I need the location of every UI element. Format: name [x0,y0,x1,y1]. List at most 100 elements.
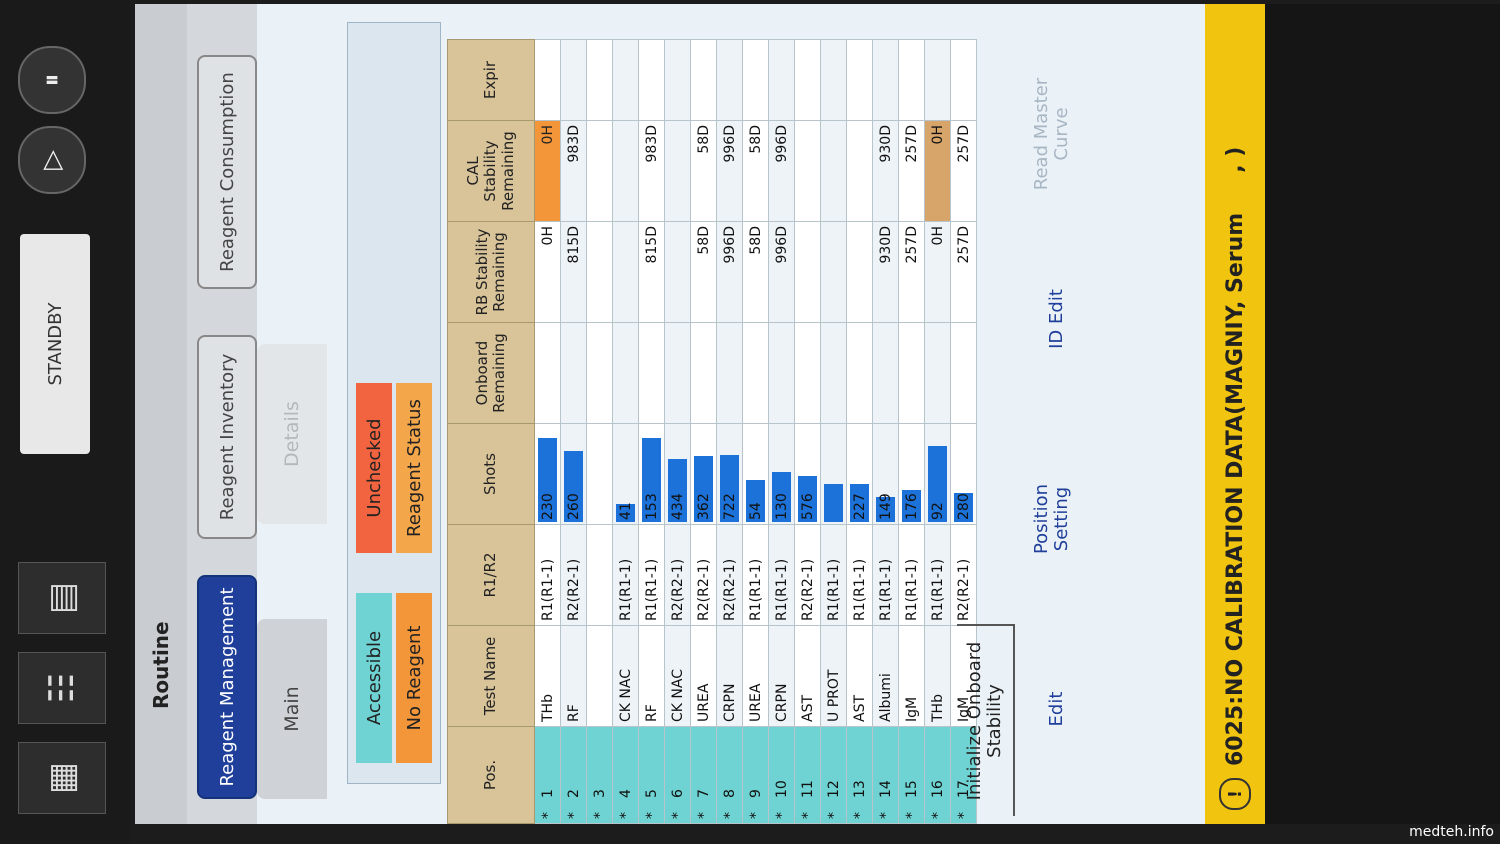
position-number: 3 [591,789,608,798]
pause-button[interactable]: ⏸ [18,46,86,114]
cell-shots: 230 [534,423,561,525]
cell-cal-stability [612,120,639,222]
cell-shots: 54 [742,423,769,525]
table-row[interactable]: *8 CRPN R2(R2-1) 722 996D 996D [716,39,743,824]
reagent-mark: * [669,812,686,819]
cell-r1r2: R1(R1-1) [638,524,665,626]
legend-reagent-status: Reagent Status [396,383,432,553]
cell-test-name: CK NAC [664,625,691,727]
shots-value: 149 [877,493,894,520]
cell-rb-stability [664,221,691,323]
cell-r1r2: R1(R1-1) [534,524,561,626]
cell-pos: *2 [560,726,587,824]
cell-r1r2: R1(R1-1) [612,524,639,626]
play-icon: ▷ [37,150,67,170]
table-row[interactable]: *3 [586,39,613,824]
position-number: 8 [721,789,738,798]
report-icon-button[interactable]: ▤ [18,562,106,634]
table-row[interactable]: * 14 Albumi R1(R1-1) 149 930D 930D [872,39,899,824]
col-shots: Shots [447,423,535,525]
position-number: 13 [851,780,868,798]
reagent-mark: * [773,812,790,819]
cell-r1r2: R1(R1-1) [820,524,847,626]
cell-rb-stability: 815D [638,221,665,323]
position-number: 2 [565,789,582,798]
cell-onboard [560,322,587,424]
cell-test-name: RF [638,625,665,727]
cell-test-name: CRPN [716,625,743,727]
position-number: 11 [799,780,816,798]
table-row[interactable]: *1 THb R1(R1-1) 230 0H 0H [534,39,561,824]
cell-cal-stability [846,120,873,222]
status-indicator: STANDBY [20,234,90,454]
cell-r1r2: R2(R2-1) [690,524,717,626]
cell-expir [716,39,743,121]
subtab-main[interactable]: Main [257,619,327,799]
alarm-message-tail: , ) [1222,146,1248,173]
cell-test-name: AST [794,625,821,727]
tab-reagent-consumption[interactable]: Reagent Consumption [197,55,257,289]
table-row[interactable]: * 13 AST R1(R1-1) 227 [846,39,873,824]
cell-test-name [586,625,613,727]
read-master-curve-button[interactable]: Read Master Curve [1031,77,1072,191]
shots-value: 227 [851,493,868,520]
top-toolbar: ▦ ☷ ▤ STANDBY ▷ ⏸ [0,0,130,844]
col-expir: Expir [447,39,535,121]
cell-shots [586,423,613,525]
list-icon-button[interactable]: ☷ [18,652,106,724]
id-edit-button[interactable]: ID Edit [1046,289,1067,349]
reagent-mark: * [825,812,842,819]
shots-bar [824,484,843,522]
reagent-mark: * [617,812,634,819]
cell-expir [664,39,691,121]
table-row[interactable]: * 12 U PROT R1(R1-1) [820,39,847,824]
cell-expir [612,39,639,121]
cell-expir [924,39,951,121]
cell-expir [898,39,925,121]
cell-test-name: IgM [898,625,925,727]
legend: Accessible Unchecked No Reagent Reagent … [347,22,441,784]
table-row[interactable]: *6 CK NAC R2(R2-1) 434 [664,39,691,824]
reagent-panel: Main Details Accessible Unchecked No Rea… [257,4,1207,824]
shots-value: 362 [695,493,712,520]
table-row[interactable]: *4 CK NAC R1(R1-1) 41 [612,39,639,824]
initialize-onboard-stability-button[interactable]: Initialize Onboard Stability [957,624,1015,816]
edit-button[interactable]: Edit [1046,691,1067,727]
table-row[interactable]: *5 RF R1(R1-1) 153 815D 983D [638,39,665,824]
cell-pos: *8 [716,726,743,824]
tab-reagent-inventory[interactable]: Reagent Inventory [197,335,257,539]
reagent-mark: * [695,812,712,819]
cell-r1r2: R1(R1-1) [872,524,899,626]
col-pos: Pos. [447,726,535,824]
position-setting-button[interactable]: Position Setting [1031,483,1072,555]
cell-pos: *1 [534,726,561,824]
cell-shots: 176 [898,423,925,525]
subtab-details[interactable]: Details [257,344,327,524]
cell-expir [846,39,873,121]
cell-cal-stability [794,120,821,222]
alarm-message-bar[interactable]: ! 6025:NO CALIBRATION DATA(MAGNIY, Serum… [1205,4,1265,824]
table-row[interactable]: * 15 IgM R1(R1-1) 176 257D 257D [898,39,925,824]
col-test-name: Test Name [447,625,535,727]
monitor-bezel [1265,4,1500,824]
table-row[interactable]: * 10 CRPN R1(R1-1) 130 996D 996D [768,39,795,824]
cell-test-name: CRPN [768,625,795,727]
reagent-mark: * [877,812,894,819]
cell-shots: 41 [612,423,639,525]
cell-onboard [898,322,925,424]
start-button[interactable]: ▷ [18,126,86,194]
table-row[interactable]: *2 RF R2(R2-1) 260 815D 983D [560,39,587,824]
cell-rb-stability: 930D [872,221,899,323]
cell-cal-stability: 996D [716,120,743,222]
position-number: 7 [695,789,712,798]
table-row[interactable]: *9 UREA R1(R1-1) 54 58D 58D [742,39,769,824]
tab-reagent-management[interactable]: Reagent Management [197,575,257,799]
layout-icon-button[interactable]: ▦ [18,742,106,814]
table-row[interactable]: *7 UREA R2(R2-1) 362 58D 58D [690,39,717,824]
screen-title: Routine [135,4,187,824]
table-row[interactable]: * 11 AST R2(R2-1) 576 [794,39,821,824]
table-row[interactable]: * 16 THb R1(R1-1) 92 0H 0H [924,39,951,824]
cell-onboard [716,322,743,424]
legend-accessible: Accessible [356,593,392,763]
cell-pos: *4 [612,726,639,824]
